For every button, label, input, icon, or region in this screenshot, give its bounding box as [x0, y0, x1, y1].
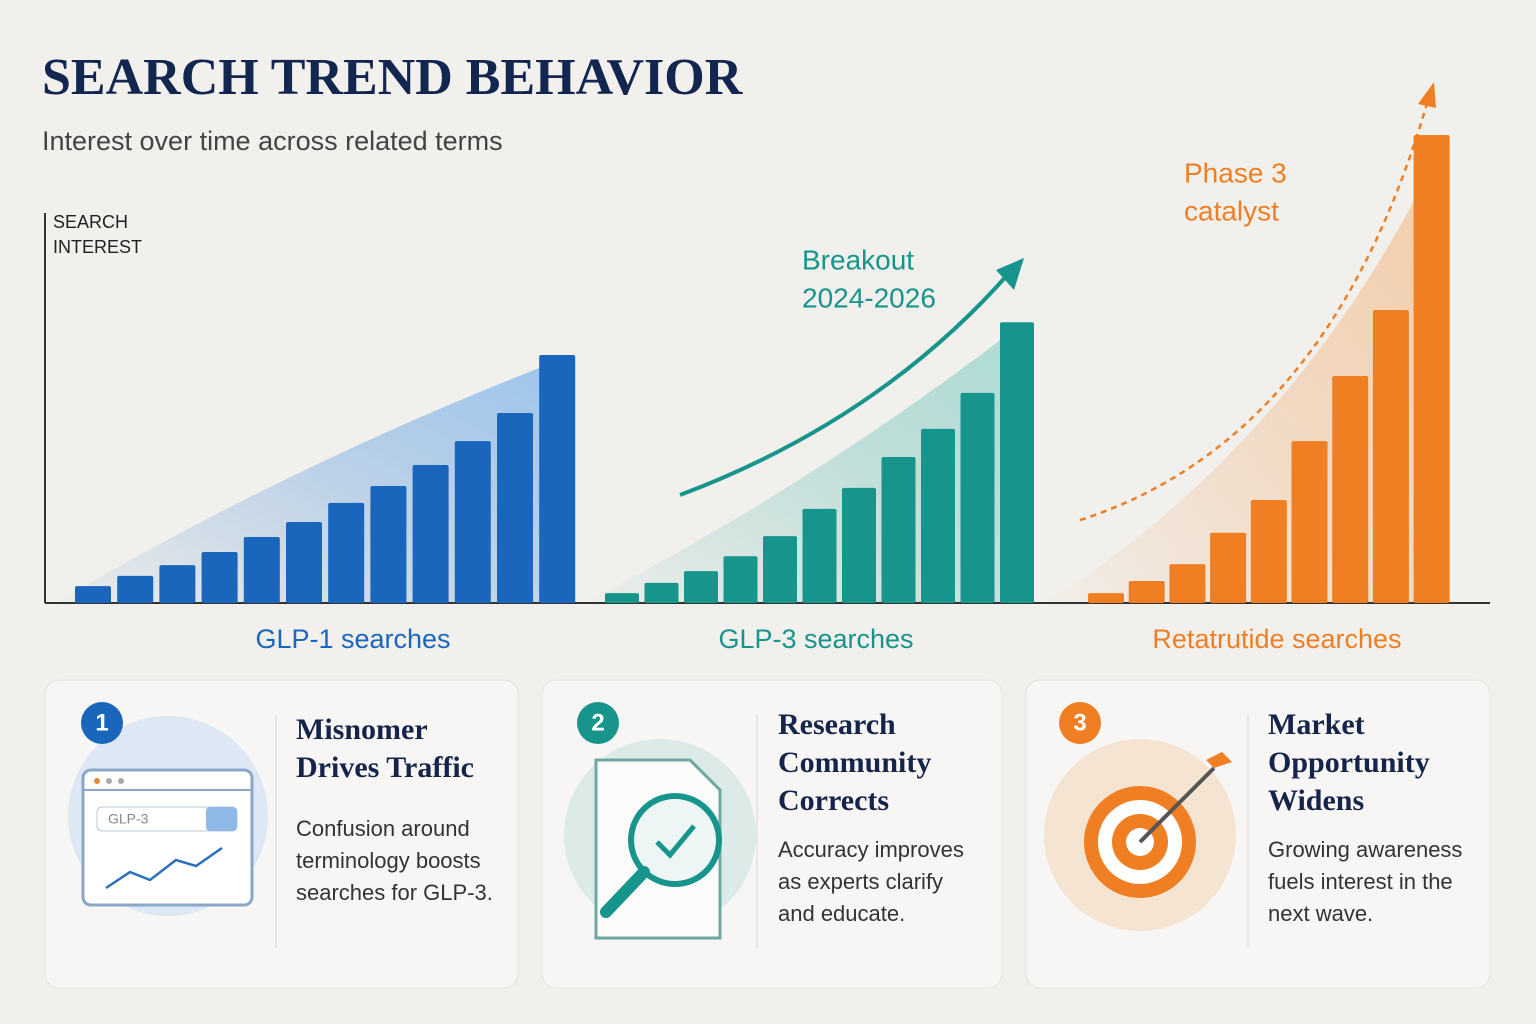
- bar: [1088, 593, 1124, 603]
- bar: [286, 522, 322, 603]
- card-title: Community: [778, 746, 931, 779]
- bar: [763, 536, 797, 603]
- bar: [960, 392, 995, 603]
- search-button: [206, 807, 237, 831]
- card-text: Accuracy improves: [778, 837, 964, 862]
- card-title: Research: [778, 708, 896, 741]
- bar: [454, 441, 491, 603]
- number-badge: [81, 702, 123, 744]
- bar: [117, 575, 154, 603]
- check: [655, 824, 696, 859]
- bar: [201, 551, 238, 603]
- y-axis-label: SEARCH: [53, 212, 128, 232]
- arrow-head: [1418, 82, 1436, 108]
- trend-arrow: [679, 270, 1012, 497]
- bar: [723, 556, 758, 603]
- card-number: 3: [1073, 709, 1086, 736]
- card-title: Market: [1268, 708, 1365, 741]
- card-text: as experts clarify: [778, 869, 943, 894]
- bar: [370, 486, 407, 603]
- magnifier-handle: [600, 866, 650, 918]
- bar: [539, 354, 576, 603]
- card-text: Growing awareness: [1268, 837, 1462, 862]
- bar: [1291, 441, 1328, 603]
- bar: [497, 412, 533, 603]
- bar: [75, 586, 111, 603]
- browser-icon: [81, 768, 254, 907]
- arrow-head: [996, 258, 1024, 290]
- magnifier: [628, 793, 722, 887]
- mini-trend: [105, 846, 223, 890]
- bar: [605, 593, 639, 603]
- card-text: fuels interest in the: [1268, 869, 1453, 894]
- dart-fin: [1206, 752, 1232, 768]
- bar: [1210, 532, 1247, 603]
- series-label: Retatrutide searches: [1152, 624, 1401, 654]
- title: SEARCH TREND BEHAVIOR: [42, 49, 744, 106]
- card-text: terminology boosts: [296, 848, 481, 873]
- subtitle: Interest over time across related terms: [42, 126, 503, 156]
- card-text: searches for GLP-3.: [296, 880, 493, 905]
- annotation: catalyst: [1184, 195, 1279, 226]
- bar: [159, 565, 196, 603]
- dot: [94, 778, 100, 784]
- dart: [1138, 766, 1216, 844]
- bar: [802, 508, 837, 603]
- card-number: 1: [95, 709, 108, 736]
- bar: [842, 487, 876, 603]
- bar: [1372, 310, 1409, 603]
- bar: [881, 456, 916, 603]
- card-text: and educate.: [778, 901, 905, 926]
- card-title: Widens: [1268, 784, 1364, 817]
- card-text: Confusion around: [296, 816, 470, 841]
- cards: [44, 679, 1491, 989]
- y-axis-label: INTEREST: [53, 237, 142, 257]
- bar: [684, 571, 718, 603]
- bar: [243, 537, 280, 603]
- bar: [412, 464, 449, 603]
- number-badge: [1059, 702, 1101, 744]
- bar: [1413, 135, 1450, 603]
- series-label: GLP-3 searches: [718, 624, 913, 654]
- bar: [1169, 564, 1206, 603]
- bar: [1332, 376, 1369, 603]
- number-badge: [577, 702, 619, 744]
- trend-arrow: [1079, 99, 1430, 522]
- card-number: 2: [591, 709, 604, 736]
- bar: [1000, 322, 1034, 603]
- card-title: Drives Traffic: [296, 751, 474, 784]
- bar: [1250, 500, 1287, 603]
- annotation: Phase 3: [1184, 157, 1287, 188]
- bar: [921, 428, 955, 603]
- card-title: Corrects: [778, 784, 889, 817]
- card-text: next wave.: [1268, 901, 1373, 926]
- card-title: Opportunity: [1268, 746, 1430, 779]
- dot: [118, 778, 124, 784]
- card-title: Misnomer: [296, 713, 428, 746]
- annotation: Breakout: [802, 244, 914, 275]
- dot: [106, 778, 112, 784]
- series-label: GLP-1 searches: [255, 624, 450, 654]
- bar: [1128, 581, 1165, 603]
- bar: [644, 582, 679, 603]
- bar: [328, 502, 365, 603]
- annotation: 2024-2026: [802, 282, 936, 313]
- search-text: GLP-3: [108, 811, 149, 827]
